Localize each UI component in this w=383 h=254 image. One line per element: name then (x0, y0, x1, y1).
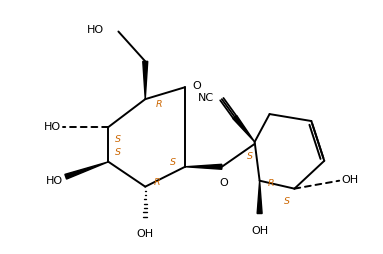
Text: OH: OH (251, 226, 268, 235)
Text: HO: HO (46, 175, 63, 185)
Text: S: S (247, 152, 253, 161)
Text: S: S (170, 158, 176, 167)
Polygon shape (65, 162, 108, 179)
Text: S: S (115, 148, 121, 157)
Text: R: R (154, 178, 160, 186)
Polygon shape (233, 116, 255, 142)
Text: R: R (268, 179, 275, 187)
Text: NC: NC (198, 93, 214, 103)
Polygon shape (143, 62, 148, 100)
Text: HO: HO (87, 24, 105, 34)
Text: S: S (283, 196, 290, 205)
Text: HO: HO (44, 121, 61, 132)
Text: S: S (115, 135, 121, 144)
Text: O: O (192, 81, 201, 91)
Text: O: O (219, 177, 228, 187)
Polygon shape (185, 165, 222, 170)
Text: OH: OH (341, 174, 358, 184)
Polygon shape (257, 181, 262, 214)
Text: R: R (156, 99, 162, 108)
Text: OH: OH (137, 229, 154, 239)
